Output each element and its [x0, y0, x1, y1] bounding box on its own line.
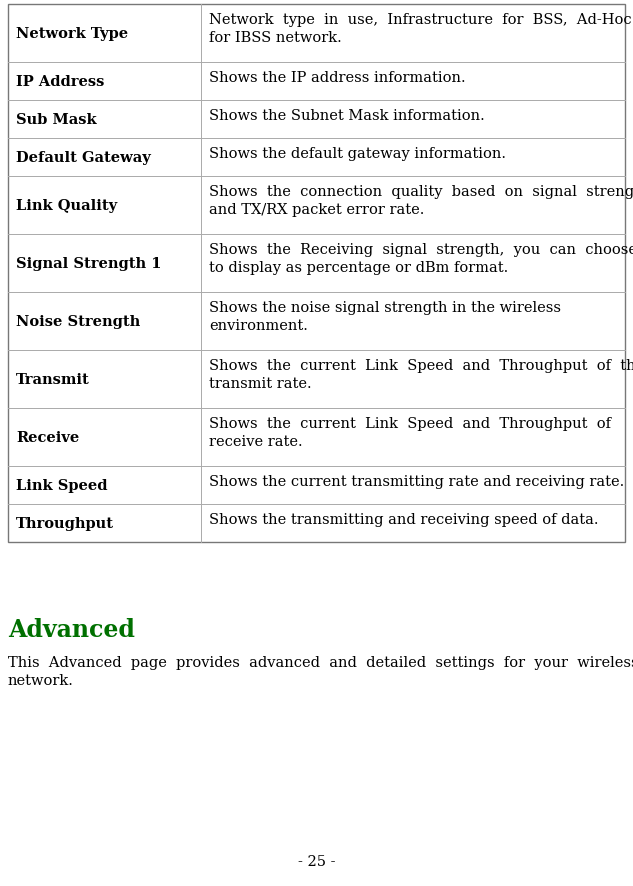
Text: Shows the default gateway information.: Shows the default gateway information.	[209, 147, 506, 161]
Text: Network  type  in  use,  Infrastructure  for  BSS,  Ad-Hoc
for IBSS network.: Network type in use, Infrastructure for …	[209, 13, 632, 45]
Text: Noise Strength: Noise Strength	[16, 315, 141, 329]
Text: Shows  the  Receiving  signal  strength,  you  can  choose
to display as percent: Shows the Receiving signal strength, you…	[209, 243, 633, 275]
Text: Link Quality: Link Quality	[16, 198, 117, 213]
Text: This  Advanced  page  provides  advanced  and  detailed  settings  for  your  wi: This Advanced page provides advanced and…	[8, 656, 633, 669]
Text: Link Speed: Link Speed	[16, 478, 108, 493]
Text: Shows the current transmitting rate and receiving rate.: Shows the current transmitting rate and …	[209, 475, 624, 488]
Text: Network Type: Network Type	[16, 27, 128, 41]
Text: Shows the noise signal strength in the wireless
environment.: Shows the noise signal strength in the w…	[209, 300, 561, 333]
Bar	[8, 5, 625, 542]
Text: Sub Mask: Sub Mask	[16, 113, 97, 127]
Text: Shows the transmitting and receiving speed of data.: Shows the transmitting and receiving spe…	[209, 512, 598, 526]
Text: Receive: Receive	[16, 431, 79, 445]
Text: Shows  the  current  Link  Speed  and  Throughput  of
receive rate.: Shows the current Link Speed and Through…	[209, 416, 611, 449]
Text: Transmit: Transmit	[16, 373, 90, 386]
Text: IP Address: IP Address	[16, 75, 104, 89]
Text: Signal Strength 1: Signal Strength 1	[16, 257, 161, 271]
Text: Shows the IP address information.: Shows the IP address information.	[209, 71, 466, 85]
Text: - 25 -: - 25 -	[298, 854, 335, 868]
Text: Shows the Subnet Mask information.: Shows the Subnet Mask information.	[209, 109, 485, 123]
Text: Advanced: Advanced	[8, 618, 135, 641]
Text: Throughput: Throughput	[16, 517, 114, 531]
Text: network.: network.	[8, 673, 74, 688]
Text: Default Gateway: Default Gateway	[16, 151, 151, 165]
Text: Shows  the  connection  quality  based  on  signal  strength
and TX/RX packet er: Shows the connection quality based on si…	[209, 185, 633, 217]
Text: Shows  the  current  Link  Speed  and  Throughput  of  the
transmit rate.: Shows the current Link Speed and Through…	[209, 359, 633, 391]
